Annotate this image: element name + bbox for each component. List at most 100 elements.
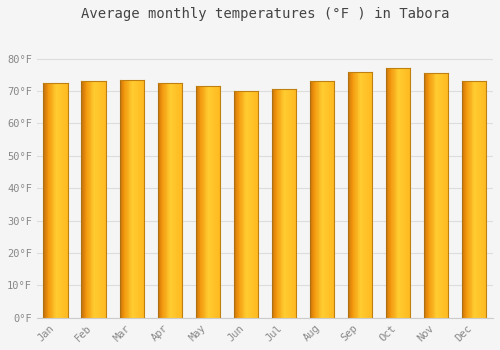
Bar: [471, 81, 472, 318]
Bar: [234, 91, 235, 318]
Bar: [318, 81, 320, 318]
Bar: [392, 68, 393, 318]
Bar: [240, 91, 241, 318]
Bar: [326, 81, 327, 318]
Bar: [324, 81, 326, 318]
Bar: [470, 81, 471, 318]
Bar: [55, 83, 56, 318]
Bar: [162, 83, 164, 318]
Bar: [245, 91, 246, 318]
Bar: [434, 73, 435, 318]
Bar: [49, 83, 50, 318]
Bar: [216, 86, 217, 318]
Bar: [435, 73, 436, 318]
Bar: [99, 81, 100, 318]
Bar: [468, 81, 469, 318]
Bar: [50, 83, 51, 318]
Title: Average monthly temperatures (°F ) in Tabora: Average monthly temperatures (°F ) in Ta…: [80, 7, 449, 21]
Bar: [103, 81, 104, 318]
Bar: [317, 81, 318, 318]
Bar: [85, 81, 86, 318]
Bar: [175, 83, 176, 318]
Bar: [88, 81, 89, 318]
Bar: [290, 90, 292, 318]
Bar: [312, 81, 313, 318]
Bar: [441, 73, 442, 318]
Bar: [140, 80, 141, 318]
Bar: [464, 81, 465, 318]
Bar: [365, 72, 366, 318]
Bar: [276, 90, 278, 318]
Bar: [199, 86, 200, 318]
Bar: [406, 68, 407, 318]
Bar: [178, 83, 179, 318]
Bar: [59, 83, 60, 318]
Bar: [102, 81, 103, 318]
Bar: [176, 83, 178, 318]
Bar: [396, 68, 397, 318]
Bar: [446, 73, 447, 318]
Bar: [474, 81, 475, 318]
Bar: [402, 68, 403, 318]
Bar: [89, 81, 90, 318]
Bar: [161, 83, 162, 318]
Bar: [207, 86, 208, 318]
Bar: [127, 80, 128, 318]
Bar: [217, 86, 218, 318]
Bar: [241, 91, 242, 318]
Bar: [172, 83, 173, 318]
Bar: [272, 90, 274, 318]
Bar: [475, 81, 476, 318]
Bar: [131, 80, 132, 318]
Bar: [169, 83, 170, 318]
Bar: [359, 72, 360, 318]
Bar: [293, 90, 294, 318]
Bar: [203, 86, 204, 318]
Bar: [164, 83, 165, 318]
Bar: [287, 90, 288, 318]
Bar: [485, 81, 486, 318]
Bar: [328, 81, 330, 318]
Bar: [360, 72, 361, 318]
Bar: [356, 72, 358, 318]
Bar: [134, 80, 135, 318]
Bar: [399, 68, 400, 318]
Bar: [256, 91, 258, 318]
Bar: [446, 73, 448, 318]
Bar: [427, 73, 428, 318]
Bar: [431, 73, 432, 318]
Bar: [237, 91, 238, 318]
Bar: [238, 91, 240, 318]
Bar: [174, 83, 175, 318]
Bar: [478, 81, 479, 318]
Bar: [61, 83, 62, 318]
Bar: [388, 68, 389, 318]
Bar: [362, 72, 364, 318]
Bar: [141, 80, 142, 318]
Bar: [444, 73, 445, 318]
Bar: [437, 73, 438, 318]
Bar: [472, 81, 474, 318]
Bar: [98, 81, 99, 318]
Bar: [369, 72, 370, 318]
Bar: [242, 91, 244, 318]
Bar: [46, 83, 47, 318]
Bar: [128, 80, 130, 318]
Bar: [408, 68, 410, 318]
Bar: [218, 86, 220, 318]
Bar: [94, 81, 96, 318]
Bar: [484, 81, 485, 318]
Bar: [246, 91, 248, 318]
Bar: [279, 90, 280, 318]
Bar: [479, 81, 480, 318]
Bar: [462, 81, 464, 318]
Bar: [123, 80, 124, 318]
Bar: [280, 90, 281, 318]
Bar: [212, 86, 213, 318]
Bar: [206, 86, 207, 318]
Bar: [288, 90, 289, 318]
Bar: [45, 83, 46, 318]
Bar: [473, 81, 474, 318]
Bar: [327, 81, 328, 318]
Bar: [252, 91, 254, 318]
